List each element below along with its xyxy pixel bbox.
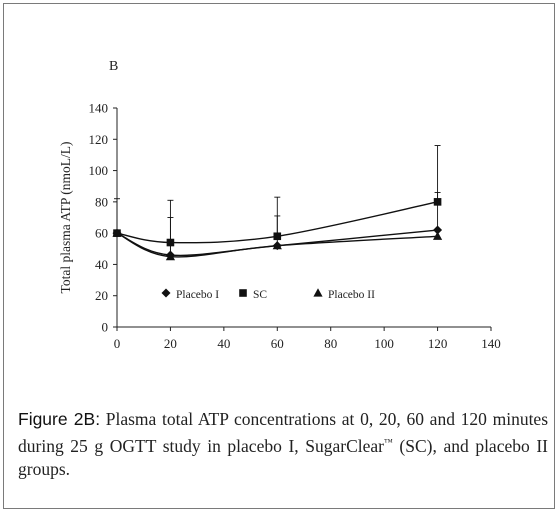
legend-label: SC [253,289,267,301]
x-tick-label: 0 [114,336,121,351]
series-line [116,201,438,244]
x-tick-label: 60 [271,336,284,351]
data-point [432,231,443,240]
x-tick-label: 80 [324,336,337,351]
data-point [433,225,443,235]
x-tick-label: 140 [481,336,501,351]
chart-lines [116,201,438,258]
y-tick-label: 120 [89,132,109,147]
legend-label: Placebo II [328,289,375,301]
chart-errorbars [114,145,441,257]
y-tick-label: 0 [102,320,109,335]
y-tick-label: 100 [89,163,109,178]
data-point [272,240,282,250]
y-tick-label: 140 [89,101,109,116]
chart-markers [112,198,443,261]
y-tick-label: 40 [95,257,108,272]
y-tick-label: 20 [95,288,108,303]
atp-line-chart: 0 20 40 60 80 100 120 140 0 20 40 60 80 100 120 140 Pla… [58,59,501,352]
y-axis-label: Total plasma ATP (nmoL/L) [58,142,73,294]
legend-marker [313,288,323,297]
legend-label: Placebo I [176,289,219,301]
y-tick-label: 60 [95,226,108,241]
figure-frame: 0 20 40 60 80 100 120 140 0 20 40 60 80 100 120 140 Pla… [3,3,555,509]
legend-marker [239,289,247,297]
x-tick-label: 100 [374,336,394,351]
legend-marker [161,288,171,298]
caption-trademark: ™ [383,437,393,447]
caption-tail: (SC), and placebo II groups. [18,435,548,479]
figure-caption: Figure 2B: Plasma total ATP concentratio… [18,408,548,481]
caption-body: Plasma total ATP concentrations at 0, 20… [18,409,549,456]
data-point [433,198,442,206]
chart-labels: Total plasma ATP (nmoL/L) B [58,59,118,293]
caption-lead: Figure 2B: [18,409,101,429]
data-point [112,228,122,237]
panel-label: B [109,59,118,74]
data-point [273,232,282,241]
y-tick-label: 80 [95,194,108,209]
x-tick-label: 120 [428,336,448,351]
data-point [165,251,176,261]
data-point [166,238,175,247]
x-tick-label: 20 [164,336,177,351]
x-tick-label: 40 [217,336,230,351]
chart-axes: 0 20 40 60 80 100 120 140 0 20 40 60 80 100 120 140 [89,101,501,352]
chart-legend: Placebo I SC Placebo II [161,288,375,301]
series-line [116,232,438,258]
